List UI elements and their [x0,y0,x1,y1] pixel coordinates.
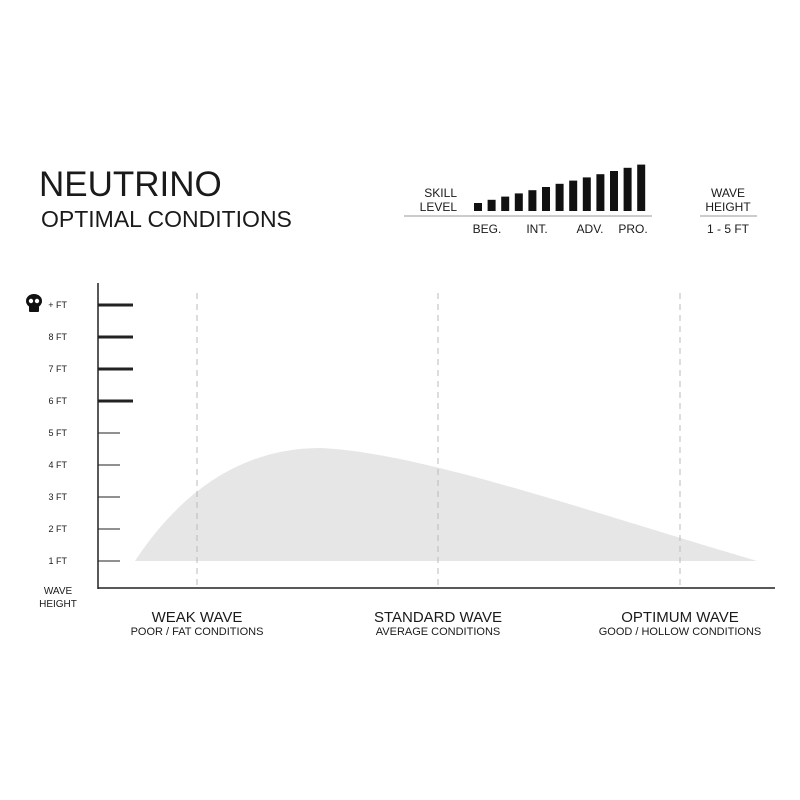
condition-description: GOOD / HOLLOW CONDITIONS [599,626,762,638]
skill-bar [623,167,632,211]
skill-label: LEVEL [420,200,458,214]
skill-bars [474,164,646,211]
wave-height-label: HEIGHT [705,200,751,214]
skill-bar [528,190,537,211]
y-tick-label: 1 FT [48,556,67,566]
skill-bar [596,174,605,211]
wave-area [135,448,757,561]
skill-level: INT. [526,222,547,236]
skill-bar [569,180,578,211]
y-axis-title: WAVE [44,586,73,597]
condition-description: POOR / FAT CONDITIONS [131,626,264,638]
y-tick-label: 3 FT [48,492,67,502]
y-tick-label: 4 FT [48,460,67,470]
skill-level: PRO. [618,222,647,236]
y-tick-label: 2 FT [48,524,67,534]
skill-bar [610,171,618,211]
skill-bar [487,199,496,211]
skill-bar [514,193,523,211]
skill-level: BEG. [473,222,502,236]
divider-lines [196,293,681,588]
y-tick-label: 7 FT [48,364,67,374]
condition-name: WEAK WAVE [152,609,243,626]
y-tick-label: 5 FT [48,428,67,438]
skill-bar [542,187,550,211]
y-tick-label: + FT [48,300,67,310]
skill-bar [501,196,510,211]
y-tick-label: 6 FT [48,396,67,406]
condition-name: OPTIMUM WAVE [621,609,739,626]
condition-description: AVERAGE CONDITIONS [376,626,500,638]
y-axis-title: HEIGHT [39,599,77,610]
wave-height-range: 1 - 5 FT [707,222,750,236]
skill-bar [637,164,646,211]
condition-name: STANDARD WAVE [374,609,502,626]
wave-height-label: WAVE [711,186,745,200]
title: NEUTRINO [39,165,222,204]
y-tick-label: 8 FT [48,332,67,342]
skill-bar [555,183,564,211]
skill-label: SKILL [424,186,457,200]
subtitle: OPTIMAL CONDITIONS [41,206,292,232]
skill-bar [474,203,482,211]
skill-bar [582,177,591,211]
skull-icon [26,294,42,312]
skill-level: ADV. [577,222,604,236]
